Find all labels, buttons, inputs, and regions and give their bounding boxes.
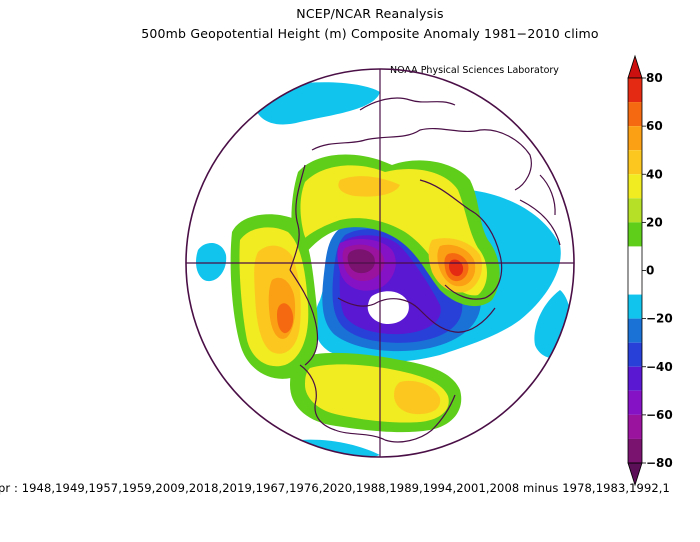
chart-subtitle: 500mb Geopotential Height (m) Composite … [141, 26, 599, 41]
colorbar: 80 60 40 20 0 −20 −40 −60 −80 [627, 54, 673, 487]
colorbar-bin [628, 174, 642, 199]
colorbar-bin [628, 438, 642, 463]
colorbar-tick-label: −60 [646, 408, 673, 422]
positive-anomaly-pacific-core [277, 303, 294, 334]
colorbar-over-arrow [627, 54, 643, 79]
colorbar-bin [628, 294, 642, 319]
colorbar-tick-label: −20 [646, 312, 673, 326]
colorbar-bin [628, 318, 642, 343]
colorbar-bin [628, 222, 642, 247]
composite-years-footer: pr : 1948,1949,1957,1959,2009,2018,2019,… [0, 481, 670, 495]
colorbar-tick-label: 0 [646, 264, 654, 278]
colorbar-bin [628, 342, 642, 367]
positive-anomaly-north-america-gold [394, 380, 441, 415]
neutral-pole-hole [367, 291, 409, 324]
colorbar-bin [628, 390, 642, 415]
colorbar-tick-label: 40 [646, 167, 663, 181]
negative-anomaly-pacific-south [196, 243, 227, 282]
colorbar-bin [628, 246, 642, 295]
colorbar-bin [628, 414, 642, 439]
map-boundary [185, 68, 575, 458]
colorbar-bin [628, 78, 642, 103]
colorbar-tick-label: 60 [646, 119, 663, 133]
colorbar-bin [628, 366, 642, 391]
colorbar-bin [628, 150, 642, 175]
colorbar-tick-label: 20 [646, 215, 663, 229]
colorbar-tick-label: 80 [646, 71, 663, 85]
colorbar-tick-label: −80 [646, 456, 673, 470]
credit-label: NOAA Physical Sciences Laboratory [390, 65, 559, 76]
negative-anomaly-core [347, 249, 375, 274]
colorbar-bin [628, 126, 642, 151]
colorbar-bin [628, 102, 642, 127]
colorbar-tick-label: −40 [646, 360, 673, 374]
positive-anomaly-eurasia-gold [338, 176, 400, 197]
anomaly-field [196, 82, 572, 457]
colorbar-bin [628, 198, 642, 223]
positive-anomaly-siberia-core [449, 259, 464, 277]
chart-title: NCEP/NCAR Reanalysis [296, 6, 444, 21]
negative-anomaly-outer [254, 82, 380, 125]
